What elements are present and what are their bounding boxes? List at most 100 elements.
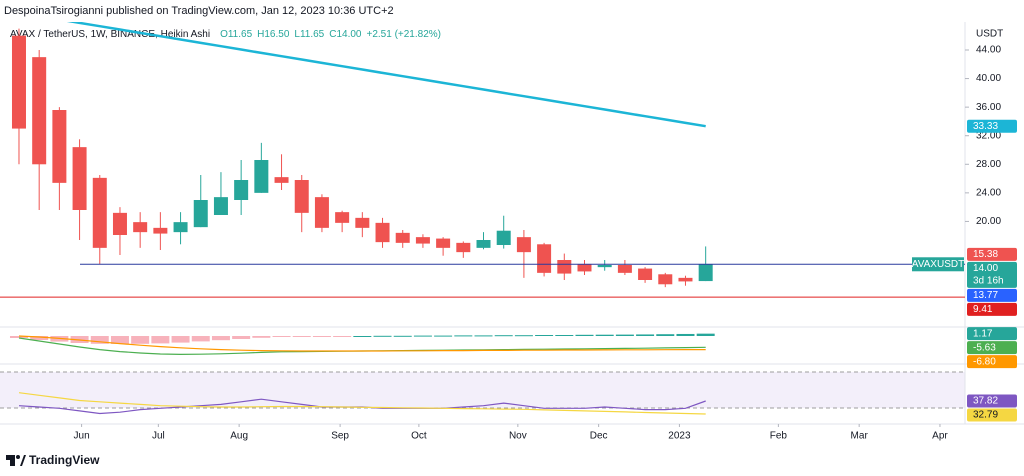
candle-body xyxy=(678,277,693,282)
histogram-bar xyxy=(90,336,109,344)
candle-body xyxy=(274,177,289,183)
candle-body xyxy=(173,222,188,233)
x-tick-label: 2023 xyxy=(668,431,691,442)
ohlc: O11.65 xyxy=(220,29,252,40)
y-unit: USDT xyxy=(976,29,1003,40)
price-label: 15.38 xyxy=(973,249,998,260)
histogram-bar xyxy=(272,336,291,337)
x-tick-label: Sep xyxy=(331,431,349,442)
logo: TradingView xyxy=(6,453,100,467)
price-label-box xyxy=(967,302,1017,316)
histogram-bar xyxy=(595,334,614,336)
x-tick-label: Jun xyxy=(74,431,90,442)
price-label: 9.41 xyxy=(973,304,993,315)
logo-mark xyxy=(10,460,15,466)
histogram-bar xyxy=(615,334,634,336)
price-label-box xyxy=(967,119,1017,133)
candle-body xyxy=(11,35,26,129)
main-pane xyxy=(11,22,713,288)
y-tick-label: 28.00 xyxy=(976,159,1001,170)
histogram-bar xyxy=(252,336,271,338)
candle-body xyxy=(254,160,269,193)
candle-body xyxy=(557,260,572,274)
price-label-box xyxy=(967,247,1017,261)
price-label-box xyxy=(967,288,1017,302)
price-label-box xyxy=(967,261,1017,288)
histogram-bar xyxy=(151,336,170,344)
histogram-bar xyxy=(373,335,392,337)
candle-body xyxy=(375,222,390,243)
candle-body xyxy=(658,274,673,285)
candle-body xyxy=(395,232,410,243)
x-tick-label: Feb xyxy=(770,431,788,442)
x-tick-label: Aug xyxy=(230,431,248,442)
histogram-bar xyxy=(494,335,513,337)
candle-body xyxy=(294,180,309,213)
histogram-bar xyxy=(413,335,432,337)
candle-body xyxy=(234,180,249,200)
x-tick-label: Nov xyxy=(509,431,527,442)
histogram-bar xyxy=(393,335,412,337)
histogram-bar xyxy=(656,334,675,336)
price-label-box xyxy=(967,355,1017,369)
candle-body xyxy=(617,265,632,273)
histogram-bar xyxy=(535,335,554,336)
candle-body xyxy=(577,264,592,272)
histogram-bar xyxy=(434,335,453,337)
candle-body xyxy=(52,110,67,183)
candle-body xyxy=(537,244,552,273)
histogram-bar xyxy=(232,336,251,339)
change: +2.51 (+21.82%) xyxy=(366,29,441,40)
histogram-bar xyxy=(555,335,574,336)
candle-body xyxy=(496,230,511,245)
y-tick-label: 40.00 xyxy=(976,73,1001,84)
x-tick-label: Mar xyxy=(851,431,869,442)
candle-body xyxy=(415,237,430,244)
histogram-bar xyxy=(292,336,311,337)
candle-body xyxy=(32,57,47,165)
x-tick-label: Apr xyxy=(932,431,948,442)
candle-body xyxy=(597,265,612,268)
price-label: 1.17 xyxy=(973,328,993,339)
histogram-bar xyxy=(575,334,594,336)
candle-body xyxy=(335,212,350,223)
price-label-box xyxy=(967,394,1017,408)
candle-body xyxy=(638,268,653,280)
candle-body xyxy=(213,197,228,215)
candle-body xyxy=(456,242,471,253)
ohlc: C14.00 xyxy=(329,29,362,40)
countdown: 3d 16h xyxy=(973,276,1004,287)
logo-mark xyxy=(16,455,20,459)
price-label-box xyxy=(967,408,1017,422)
candle-body xyxy=(698,264,713,282)
candle-body xyxy=(314,197,329,228)
x-tick-label: Dec xyxy=(590,431,608,442)
y-tick-label: 20.00 xyxy=(976,216,1001,227)
x-tick-label: Jul xyxy=(152,431,165,442)
logo-mark xyxy=(6,455,15,460)
price-label-box xyxy=(967,327,1017,341)
histogram-bar xyxy=(30,336,49,340)
price-label: 32.79 xyxy=(973,410,998,421)
candle-body xyxy=(112,212,127,235)
indicator-line xyxy=(18,392,706,415)
price-label: 33.33 xyxy=(973,121,998,132)
price-label: 37.82 xyxy=(973,396,998,407)
candle-body xyxy=(153,227,168,234)
histogram-bar xyxy=(353,336,372,337)
candle-body xyxy=(355,217,370,228)
histogram-bar xyxy=(191,336,210,342)
candle-body xyxy=(133,222,148,233)
histogram-bar xyxy=(696,333,715,336)
price-label: -6.80 xyxy=(973,356,996,367)
ohlc: L11.65 xyxy=(294,29,324,40)
y-tick-label: 44.00 xyxy=(976,45,1001,56)
histogram-bar xyxy=(110,336,129,344)
price-label: 13.77 xyxy=(973,290,998,301)
symbol-tag-box xyxy=(912,257,964,272)
publisher: DespoinaTsirogianni published on Trading… xyxy=(4,5,394,17)
price-label-box xyxy=(967,341,1017,355)
candle-body xyxy=(72,147,87,210)
histogram-bar xyxy=(474,335,493,337)
